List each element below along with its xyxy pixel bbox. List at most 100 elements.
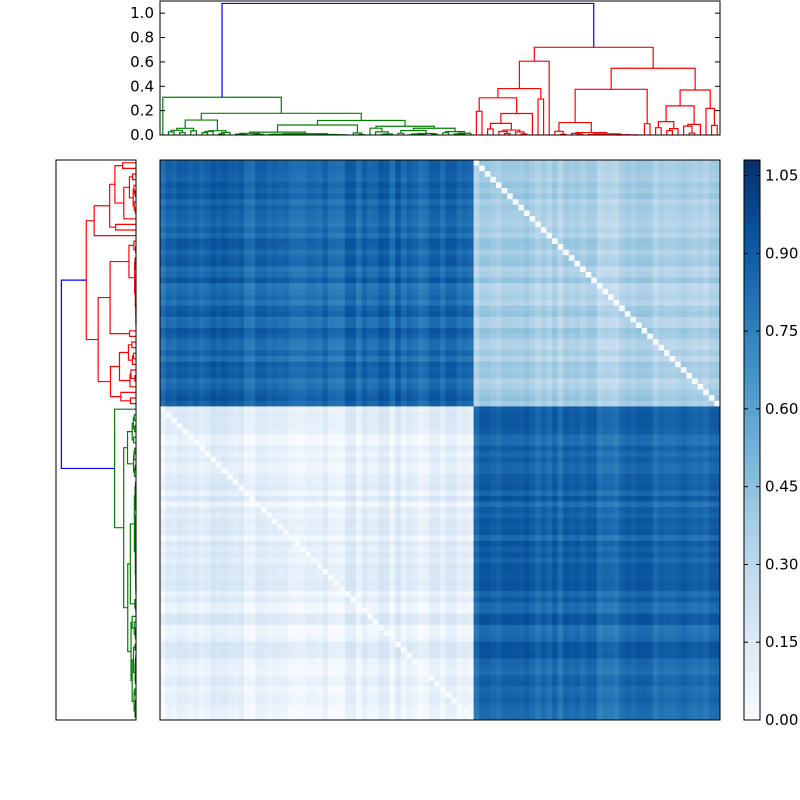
heatmap-cell <box>557 176 564 183</box>
heatmap-cell <box>692 171 698 178</box>
heatmap-cell <box>647 232 654 239</box>
heatmap-cell <box>490 344 497 351</box>
heatmap-cell <box>557 216 564 222</box>
heatmap-cell <box>529 283 536 290</box>
heatmap-cell <box>316 361 323 368</box>
heatmap-cell <box>244 227 250 234</box>
heatmap-cell <box>361 367 368 374</box>
heatmap-cell <box>238 160 245 166</box>
heatmap-cell <box>277 266 284 273</box>
heatmap-cell <box>412 423 418 430</box>
heatmap-cell <box>708 204 715 211</box>
heatmap-cell <box>563 266 570 273</box>
heatmap-cell <box>636 412 642 418</box>
heatmap-cell <box>389 344 396 351</box>
heatmap-cell <box>216 277 222 284</box>
heatmap-cell <box>188 384 194 390</box>
heatmap-cell <box>232 361 239 368</box>
heatmap-cell <box>440 283 446 290</box>
heatmap-cell <box>630 372 637 379</box>
heatmap-cell <box>501 333 508 340</box>
heatmap-cell <box>507 311 514 318</box>
heatmap-cell <box>697 361 704 368</box>
heatmap-cell <box>378 277 385 284</box>
heatmap-cell <box>714 389 721 396</box>
heatmap-cell <box>473 165 480 172</box>
heatmap-cell <box>339 361 346 368</box>
heatmap-cell <box>686 311 693 318</box>
heatmap-cell <box>641 339 648 346</box>
heatmap-cell <box>692 294 698 301</box>
heatmap-cell <box>703 316 710 323</box>
heatmap-cell <box>423 361 430 368</box>
heatmap-cell <box>423 384 430 390</box>
heatmap-cell <box>641 333 648 340</box>
heatmap-cell <box>232 176 239 183</box>
heatmap-cell <box>204 400 211 407</box>
heatmap-cell <box>613 372 620 379</box>
heatmap-cell <box>652 204 659 211</box>
heatmap-cell <box>316 350 323 357</box>
heatmap-cell <box>496 176 502 183</box>
heatmap-cell <box>356 316 362 323</box>
heatmap-cell <box>636 238 642 245</box>
heatmap-cell <box>260 232 267 239</box>
heatmap-cell <box>428 384 435 390</box>
heatmap-cell <box>400 389 407 396</box>
heatmap-cell <box>367 412 374 418</box>
heatmap-cell <box>585 199 592 206</box>
heatmap-cell <box>277 412 284 418</box>
heatmap-cell <box>484 199 491 206</box>
heatmap-cell <box>563 322 570 329</box>
heatmap-cell <box>490 188 497 194</box>
heatmap-cell <box>680 333 687 340</box>
heatmap-cell <box>406 255 413 262</box>
heatmap-cell <box>221 389 228 396</box>
heatmap-cell <box>501 216 508 222</box>
heatmap-cell <box>675 176 682 183</box>
heatmap-cell <box>339 356 346 362</box>
heatmap-cell <box>389 417 396 424</box>
heatmap-cell <box>311 361 318 368</box>
heatmap-cell <box>524 182 530 189</box>
heatmap-cell <box>619 417 626 424</box>
heatmap-cell <box>440 361 446 368</box>
heatmap-cell <box>557 294 564 301</box>
heatmap-cell <box>249 344 256 351</box>
heatmap-cell <box>199 389 206 396</box>
heatmap-cell <box>423 272 430 278</box>
heatmap-cell <box>199 260 206 267</box>
heatmap-cell <box>468 412 474 418</box>
heatmap-cell <box>535 395 542 402</box>
heatmap-cell <box>613 283 620 290</box>
heatmap-cell <box>400 266 407 273</box>
heatmap-cell <box>221 333 228 340</box>
heatmap-cell <box>165 204 172 211</box>
heatmap-cell <box>456 350 463 357</box>
heatmap-cell <box>204 378 211 385</box>
heatmap-cell <box>232 423 239 430</box>
heatmap-cell <box>568 182 575 189</box>
heatmap-cell <box>714 188 721 194</box>
heatmap-cell <box>490 339 497 346</box>
heatmap-cell <box>361 277 368 284</box>
heatmap-cell <box>238 356 245 362</box>
heatmap-cell <box>356 244 362 250</box>
heatmap-cell <box>249 204 256 211</box>
heatmap-cell <box>529 160 536 166</box>
heatmap-cell <box>468 316 474 323</box>
heatmap-cell <box>501 294 508 301</box>
heatmap-cell <box>652 244 659 250</box>
heatmap-cell <box>288 160 295 166</box>
heatmap-cell <box>216 283 222 290</box>
heatmap-cell <box>188 160 194 166</box>
heatmap-cell <box>708 160 715 166</box>
heatmap-cell <box>580 238 586 245</box>
heatmap-cell <box>361 199 368 206</box>
heatmap-cell <box>232 188 239 194</box>
heatmap-cell <box>232 171 239 178</box>
heatmap-cell <box>434 204 441 211</box>
heatmap-cell <box>540 344 547 351</box>
heatmap-cell <box>328 389 334 396</box>
heatmap-cell <box>568 395 575 402</box>
